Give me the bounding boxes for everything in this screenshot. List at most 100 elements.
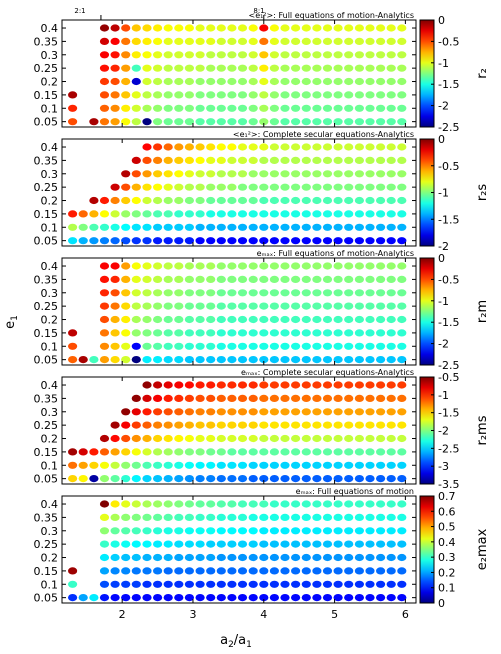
data-point (227, 315, 237, 324)
data-point (354, 500, 364, 508)
data-point (301, 408, 311, 416)
data-point (195, 77, 205, 86)
data-point (110, 262, 120, 270)
data-point (121, 51, 131, 59)
data-point (121, 527, 131, 535)
data-point (227, 513, 237, 522)
y-tick-label: 0.05 (34, 235, 59, 248)
data-point (206, 408, 216, 416)
data-point (248, 77, 258, 86)
y-tick-label: 0.3 (41, 406, 59, 419)
colorbar-tick-label: -2.5 (438, 442, 459, 455)
data-point (291, 475, 301, 483)
data-point (354, 223, 364, 231)
data-point (227, 594, 237, 602)
data-point (312, 567, 322, 575)
data-point (344, 342, 354, 350)
data-point (259, 91, 269, 99)
data-point (163, 461, 173, 469)
data-point (376, 262, 386, 270)
colorbar-tick-label: 0.1 (438, 582, 456, 595)
y-tick-label: 0.25 (34, 300, 59, 313)
data-point (344, 513, 354, 522)
data-point (386, 275, 396, 283)
data-point (163, 421, 173, 429)
data-point (131, 580, 141, 588)
colorbar-tick-label: 0.4 (438, 536, 456, 549)
data-point (376, 183, 386, 191)
data-point (153, 475, 163, 483)
data-point (269, 77, 279, 86)
data-point (121, 77, 131, 86)
data-point (227, 302, 237, 310)
data-point (248, 37, 258, 46)
data-point (216, 104, 226, 112)
data-point (174, 500, 184, 508)
data-point (216, 580, 226, 588)
data-point (397, 594, 407, 602)
data-point (142, 156, 152, 164)
data-point (376, 51, 386, 59)
x-tick-label: 4 (260, 608, 267, 621)
data-point (237, 223, 248, 231)
data-point (227, 210, 237, 218)
data-point (397, 475, 407, 483)
data-point (365, 513, 375, 522)
data-point (333, 408, 343, 416)
data-point (354, 315, 364, 324)
data-point (312, 210, 322, 218)
data-point (174, 342, 184, 350)
data-point (291, 91, 301, 99)
y-tick-label: 0.05 (34, 116, 59, 129)
data-point (386, 329, 396, 337)
data-point (131, 594, 141, 602)
data-point (206, 223, 216, 231)
y-axis-label: e1 (3, 315, 20, 329)
data-point (291, 210, 301, 218)
data-point (291, 156, 301, 164)
data-point (142, 51, 152, 59)
data-point (206, 540, 216, 548)
data-point (99, 91, 110, 99)
data-point (110, 527, 120, 535)
data-point (216, 527, 226, 535)
data-point (174, 210, 184, 218)
data-point (110, 77, 120, 86)
data-point (344, 461, 354, 469)
data-point (153, 434, 163, 443)
data-point (206, 567, 216, 575)
data-point (344, 183, 354, 191)
data-point (131, 77, 141, 86)
data-point (163, 342, 173, 350)
data-point (269, 315, 279, 324)
data-point (269, 183, 279, 191)
data-point (354, 475, 364, 483)
data-point (259, 567, 269, 575)
data-point (174, 183, 184, 191)
data-point (344, 210, 354, 218)
data-point (174, 91, 184, 99)
data-point (195, 475, 205, 483)
data-point (163, 170, 173, 178)
data-point (386, 356, 396, 364)
data-point (216, 237, 226, 245)
data-point (237, 37, 248, 46)
data-point (291, 315, 301, 324)
data-point (333, 513, 343, 522)
data-point (301, 223, 311, 231)
data-point (110, 315, 120, 324)
data-point (99, 223, 110, 231)
data-point (333, 64, 343, 72)
data-point (153, 356, 163, 364)
data-point (269, 64, 279, 72)
data-point (206, 448, 216, 456)
data-point (131, 394, 141, 402)
data-point (344, 448, 354, 456)
data-point (397, 118, 407, 126)
data-point (131, 315, 141, 324)
data-point (397, 275, 407, 283)
data-point (354, 408, 364, 416)
data-point (184, 170, 194, 178)
data-point (195, 51, 205, 59)
data-point (142, 24, 152, 32)
